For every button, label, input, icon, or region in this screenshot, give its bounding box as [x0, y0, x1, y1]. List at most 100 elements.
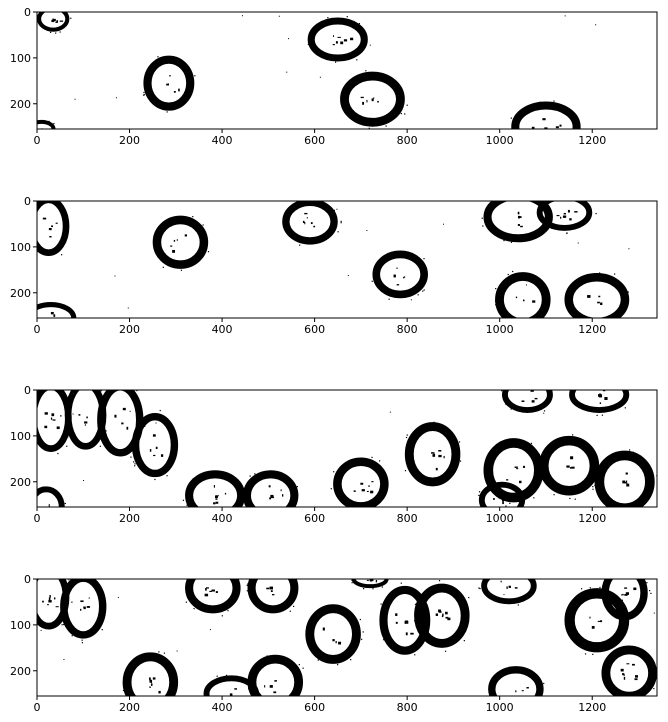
cell-ring: [483, 201, 553, 243]
cell-speck: [569, 467, 572, 469]
cell-speck: [526, 687, 529, 689]
cell-speck: [270, 494, 274, 498]
cell-speck: [370, 490, 374, 494]
cell-speck: [493, 498, 495, 500]
noise-speck: [406, 104, 408, 106]
noise-speck: [589, 587, 591, 589]
noise-speck: [225, 674, 228, 676]
noise-speck: [180, 269, 183, 271]
x-tick-label: 200: [119, 134, 140, 147]
cell-speck: [170, 245, 173, 247]
background-speck: [653, 612, 655, 614]
cell-speck: [271, 594, 275, 596]
cell-speck: [501, 499, 505, 502]
noise-speck: [246, 584, 248, 586]
cell-speck: [304, 222, 306, 225]
cell-speck: [48, 600, 52, 603]
noise-speck: [71, 601, 73, 603]
cell-speck: [377, 100, 379, 103]
background-speck: [129, 410, 131, 412]
cell-speck: [167, 83, 170, 86]
noise-speck: [105, 430, 107, 432]
noise-speck: [317, 659, 319, 661]
noise-speck: [333, 209, 336, 211]
cell-speck: [361, 489, 365, 492]
noise-speck: [364, 512, 365, 513]
noise-speck: [371, 456, 373, 459]
noise-speck: [512, 566, 513, 567]
cell-speck: [59, 20, 64, 22]
cell-speck: [353, 490, 356, 492]
cell-ring: [594, 450, 655, 507]
background-speck: [176, 650, 178, 652]
background-speck: [288, 38, 290, 40]
noise-speck: [592, 488, 594, 490]
noise-speck: [134, 465, 136, 467]
noise-speck: [29, 424, 30, 425]
cell-speck: [46, 512, 48, 515]
cell-speck: [624, 587, 628, 589]
cell-ring: [536, 201, 593, 231]
cell-speck: [563, 212, 566, 215]
noise-speck: [247, 583, 249, 585]
background-speck: [369, 44, 371, 46]
axes-frame: [36, 200, 658, 319]
cell-speck: [204, 593, 209, 597]
noise-speck: [444, 650, 447, 652]
cell-speck: [404, 620, 406, 624]
cell-speck: [234, 699, 236, 700]
noise-speck: [521, 712, 522, 713]
cell-speck: [54, 597, 56, 600]
cell-speck: [270, 590, 273, 593]
cell-speck: [517, 215, 521, 219]
background-speck: [127, 307, 129, 309]
noise-speck: [566, 232, 568, 234]
noise-speck: [582, 378, 583, 379]
x-tick-label: 1200: [578, 701, 606, 714]
cell-speck: [169, 75, 171, 77]
cell-speck: [338, 641, 342, 645]
noise-speck: [29, 309, 30, 310]
cell-speck: [522, 299, 525, 302]
background-speck: [63, 659, 65, 661]
noise-speck: [414, 654, 416, 656]
noise-speck: [592, 653, 594, 656]
noise-speck: [192, 478, 194, 480]
cell-speck: [410, 632, 414, 635]
cell-speck: [47, 604, 49, 606]
noise-speck: [288, 517, 289, 518]
y-tick-label: 200: [10, 98, 31, 111]
noise-speck: [533, 497, 535, 499]
x-tick-label: 600: [304, 134, 325, 147]
noise-speck: [302, 667, 304, 669]
cell-speck: [364, 577, 365, 579]
binary-image: [37, 566, 657, 713]
cell-speck: [166, 83, 169, 86]
cell-speck: [122, 407, 126, 411]
cell-speck: [215, 496, 218, 499]
cell-speck: [52, 319, 53, 321]
background-speck: [564, 15, 566, 17]
cell-ring: [282, 201, 338, 245]
background-speck: [347, 275, 349, 277]
background-speck: [543, 412, 545, 414]
cell-speck: [556, 214, 560, 217]
image-background: [37, 201, 657, 318]
background-speck: [68, 579, 70, 581]
background-speck: [604, 471, 606, 473]
noise-speck: [365, 70, 367, 72]
cell-speck: [332, 639, 335, 642]
x-tick-label: 600: [304, 512, 325, 525]
noise-speck: [42, 386, 43, 387]
noise-speck: [192, 216, 194, 218]
cell-speck: [215, 501, 219, 504]
noise-speck: [495, 304, 497, 306]
x-tick-label: 400: [212, 701, 233, 714]
noise-speck: [368, 127, 370, 129]
noise-speck: [646, 582, 648, 584]
cell-speck: [570, 456, 574, 460]
cell-speck: [343, 39, 348, 42]
cell-speck: [209, 590, 212, 593]
cell-ring: [333, 457, 389, 507]
axes-frame: [36, 389, 658, 508]
